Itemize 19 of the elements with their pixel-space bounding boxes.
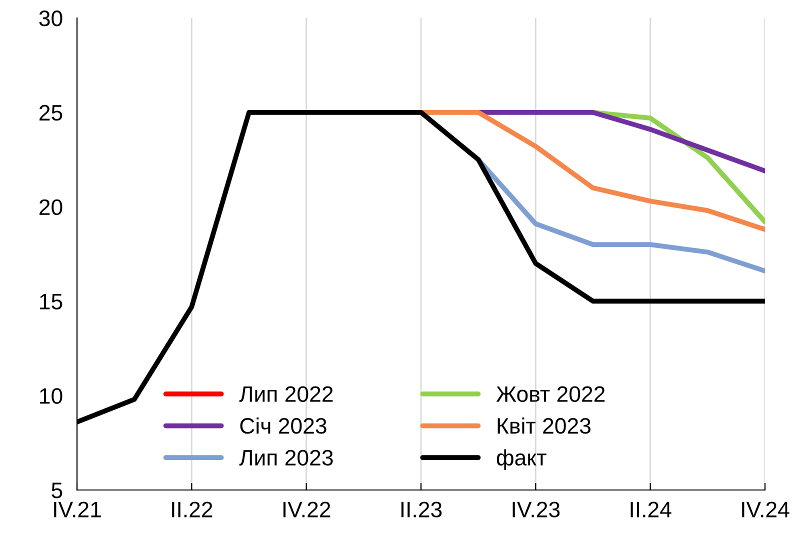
legend-label: Квіт 2023 bbox=[498, 417, 590, 434]
x-tick-label: IV.24 bbox=[742, 502, 790, 518]
y-tick-label: 25 bbox=[40, 104, 62, 121]
y-tick-label: 5 bbox=[52, 482, 62, 498]
x-tick-label: IV.22 bbox=[283, 502, 330, 518]
legend-label: Лип 2022 bbox=[239, 386, 333, 402]
y-tick-label: 30 bbox=[39, 10, 62, 26]
y-tick-label: 15 bbox=[40, 294, 62, 310]
x-tick-label: IV.23 bbox=[512, 502, 560, 518]
legend-label: факт bbox=[496, 449, 546, 470]
legend-label: Лип 2023 bbox=[239, 450, 333, 466]
x-tick-label: IV.21 bbox=[54, 502, 101, 518]
legend-label: Січ 2023 bbox=[240, 417, 326, 434]
x-tick-label: II.24 bbox=[630, 502, 672, 518]
x-tick-label: II.23 bbox=[401, 502, 442, 518]
y-tick-label: 20 bbox=[40, 199, 62, 216]
legend-label: Жовт 2022 bbox=[496, 386, 605, 402]
y-tick-label: 10 bbox=[40, 388, 62, 404]
x-tick-label: II.22 bbox=[172, 502, 212, 518]
